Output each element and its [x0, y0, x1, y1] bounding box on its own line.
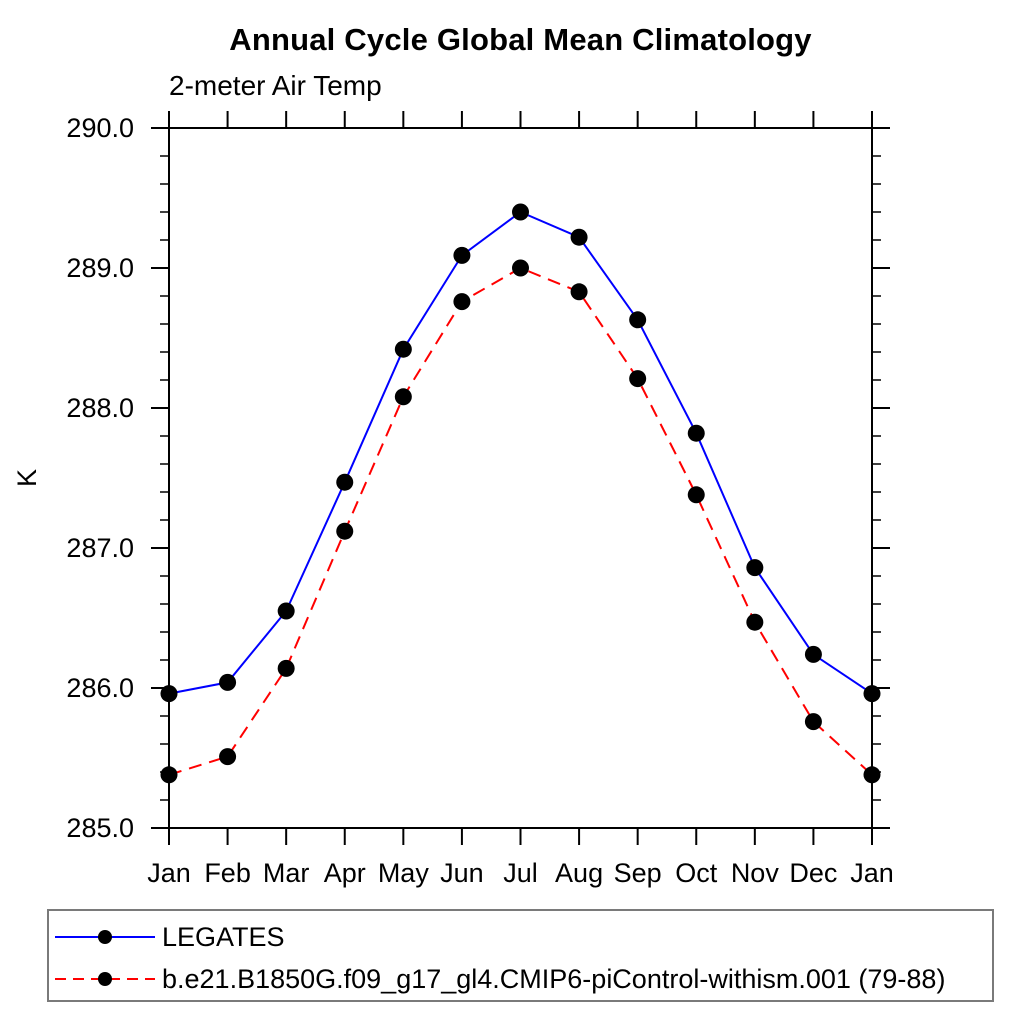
series-line-0: [168, 210, 873, 695]
x-axis-tick-label: Nov: [731, 858, 780, 888]
chart-subtitle: 2-meter Air Temp: [169, 70, 382, 101]
data-point-marker-s1: [629, 370, 647, 388]
data-point-marker-s1: [863, 766, 881, 784]
data-point-marker-s0: [160, 685, 178, 703]
chart-title: Annual Cycle Global Mean Climatology: [229, 22, 812, 57]
y-axis-tick-label: 286.0: [66, 673, 134, 703]
data-point-marker-s0: [277, 602, 295, 620]
data-point-marker-s1: [160, 766, 178, 784]
y-axis-tick-label: 285.0: [66, 813, 134, 843]
x-axis-tick-label: Apr: [324, 858, 366, 888]
x-axis-tick-label: Aug: [555, 858, 603, 888]
legend-item-model: b.e21.B1850G.f09_g17_gl4.CMIP6-piControl…: [49, 959, 945, 999]
legend-dashed-line-icon: [55, 972, 155, 986]
x-axis-tick-label: Jan: [147, 858, 191, 888]
legend-label-model: b.e21.B1850G.f09_g17_gl4.CMIP6-piControl…: [162, 963, 946, 994]
data-point-marker-s1: [453, 293, 471, 311]
data-point-marker-s0: [453, 246, 471, 264]
data-point-marker-s0: [804, 645, 822, 663]
y-axis-tick-label: 288.0: [66, 393, 134, 423]
data-point-marker-s0: [687, 424, 705, 442]
data-point-marker-s1: [570, 283, 588, 301]
data-point-marker-s0: [570, 228, 588, 246]
data-point-marker-s0: [629, 311, 647, 329]
data-point-marker-s1: [687, 486, 705, 504]
y-axis-label: K: [12, 469, 42, 487]
y-axis-tick-label: 290.0: [66, 113, 134, 143]
legend-solid-line-icon: [55, 930, 155, 944]
data-point-marker-s1: [746, 613, 764, 631]
y-axis-tick-label: 289.0: [66, 253, 134, 283]
data-point-marker-s1: [336, 522, 354, 540]
legend-marker-icon: [98, 930, 112, 944]
legend-marker-icon: [98, 972, 112, 986]
legend-item-legates: LEGATES: [49, 917, 285, 957]
legend-label-legates: LEGATES: [162, 921, 285, 952]
data-point-marker-s1: [512, 259, 529, 277]
data-point-marker-s0: [394, 340, 412, 358]
data-point-marker-s1: [219, 748, 237, 766]
data-point-marker-s1: [277, 659, 295, 677]
x-axis-tick-label: Mar: [263, 858, 310, 888]
x-axis-tick-label: Jun: [440, 858, 484, 888]
x-axis-tick-label: Dec: [789, 858, 837, 888]
legend-box: LEGATES b.e21.B1850G.f09_g17_gl4.CMIP6-p…: [47, 909, 994, 1002]
series-line-1: [168, 266, 873, 776]
data-point-marker-s1: [804, 713, 822, 731]
axis-box: [168, 127, 873, 829]
x-axis-tick-label: Sep: [614, 858, 662, 888]
x-axis-tick-label: Feb: [204, 858, 251, 888]
data-point-marker-s1: [394, 388, 412, 406]
x-axis-tick-label: Jul: [503, 858, 538, 888]
data-point-marker-s0: [512, 203, 529, 221]
data-point-marker-s0: [336, 473, 354, 491]
data-point-marker-s0: [219, 673, 237, 691]
x-axis-tick-label: May: [378, 858, 430, 888]
data-point-marker-s0: [746, 559, 764, 577]
y-axis-tick-label: 287.0: [66, 533, 134, 563]
x-axis-tick-label: Jan: [850, 858, 894, 888]
data-point-marker-s0: [863, 685, 881, 703]
x-axis-tick-label: Oct: [675, 858, 718, 888]
